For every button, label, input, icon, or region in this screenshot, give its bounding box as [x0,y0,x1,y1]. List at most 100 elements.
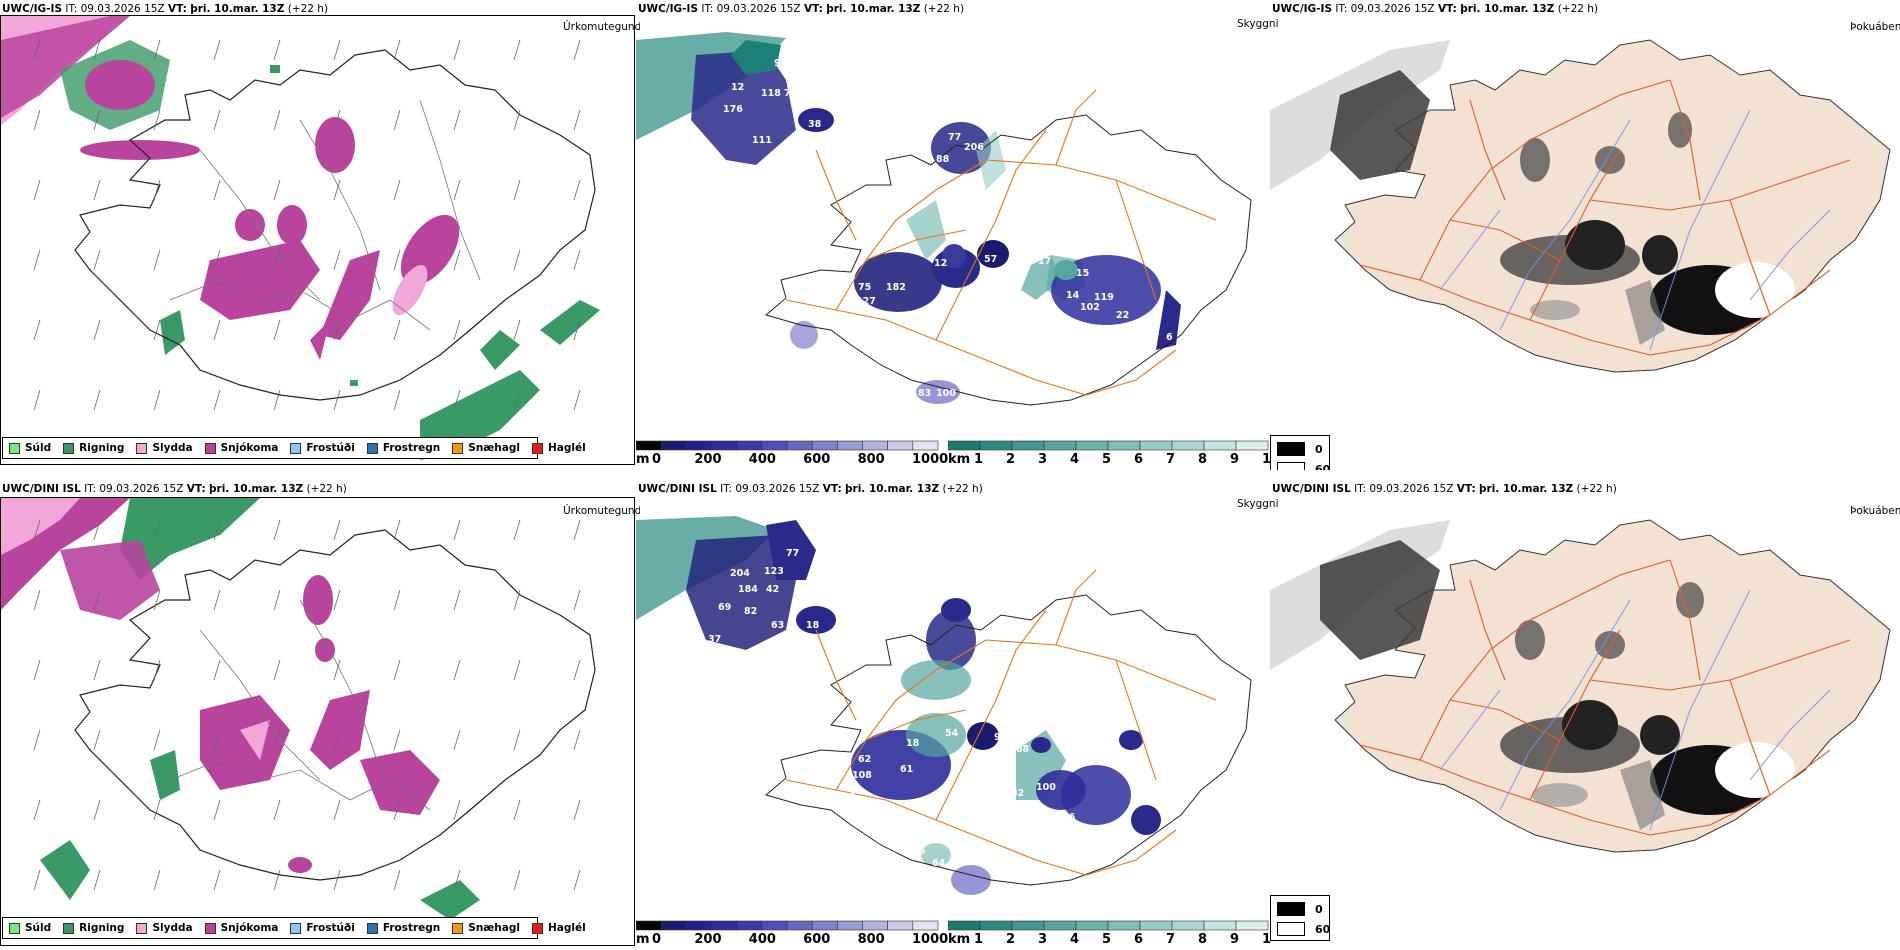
colorbar-segment [837,440,863,451]
legend-label: Snæhagl [468,442,520,454]
ceiling-tick: 600 [803,452,831,467]
ceiling-value: 98 [994,732,1008,743]
visibility-tick: 2 [1006,932,1016,947]
legend-item: Snjókoma [204,922,278,934]
ceiling-tick: 1000 [912,932,949,947]
visibility-tick: 1 [974,452,984,467]
fog-legend-light: 60 [1315,922,1331,936]
ceiling-value: 37 [708,634,721,645]
ceiling-value: 38 [808,119,822,130]
ceiling-value: 83 [918,388,931,399]
colorbar-segment [1043,920,1077,931]
visibility-tick: 5 [1102,932,1112,947]
legend-label: Rigning [79,442,125,454]
ceiling-value: 73 [828,310,841,321]
legend-item: Rigning [63,922,124,934]
ceiling-value: 82 [936,884,949,895]
legend-swatch [63,442,75,454]
colorbar-segment [948,920,981,931]
ceiling-value: 182 [886,282,906,293]
colorbar-segment [761,440,788,451]
panel-title: Þokuábendi [1850,505,1900,517]
fog-legend-dark: 0 [1315,902,1323,916]
visibility-tick: 5 [1102,452,1112,467]
visibility-tick: 8 [1198,932,1208,947]
visibility-tick: 6 [1134,452,1144,467]
legend-label: Frostregn [382,922,441,934]
visibility-tick: 7 [1166,932,1176,947]
ceiling-value: 15 [1076,268,1089,279]
legend-swatch [63,922,75,934]
ceiling-tick: 800 [857,932,885,947]
ceiling-value: 127 [856,296,876,307]
legend-item: Snjókoma [204,442,279,454]
visibility-unit: km [948,932,971,947]
ceiling-value: 84 [1124,754,1138,765]
ceiling-value: 42 [766,584,779,595]
ceiling-value: 95 [774,58,787,69]
ceiling-value: 88 [1016,744,1030,755]
ceiling-value: 184 [738,584,758,595]
legend-label: Haglél [547,922,586,934]
legend-item: Frostúði [290,442,355,454]
legend-item: Snæhagl [452,442,520,454]
fog-legend-light: 60 [1315,462,1331,471]
visibility-tick: 10 [1262,452,1272,467]
visibility-colorbar: km 1 2 3 4 5 6 7 8 9 10 [948,920,1272,950]
ceiling-value: 18 [806,620,820,631]
cloud-panel-row2: UWC/DINI ISL IT: 09.03.2026 15Z VT: þri.… [636,480,1272,950]
ceiling-value: 46 [1062,812,1076,823]
fog-light-swatch [1277,462,1305,470]
legend-swatch [452,922,464,934]
fog-panel-row2: UWC/DINI ISL IT: 09.03.2026 15Z VT: þri.… [1270,480,1900,950]
colorbar-segment [862,440,888,451]
ceiling-value: 206 [964,142,984,153]
colorbar-segment [1235,440,1269,451]
cloud-map: 77 204 123 184 42 69 82 63 44 18 37 54 9… [636,516,1252,895]
legend-swatch [290,922,302,934]
panel-header: UWC/IG-IS IT: 09.03.2026 15Z VT: þri. 10… [2,3,329,15]
fog-dark-swatch [1277,902,1305,916]
legend-item: Snæhagl [452,922,520,934]
visibility-tick: 8 [1198,452,1208,467]
visibility-unit: km [948,452,971,467]
ceiling-value: 118 [761,88,781,99]
ceiling-tick: 0 [652,452,662,467]
legend-item: Frostregn [366,922,441,934]
colorbar-segment [786,440,813,451]
colorbar-segment [811,920,838,931]
ceiling-colorbar: m 0 200 400 600 800 1000 [636,920,948,950]
ceiling-value: 54 [945,728,959,739]
legend-swatch [136,442,148,454]
colorbar-segment [862,920,888,931]
ceiling-value: 63 [771,620,784,631]
visibility-tick: 1 [974,932,984,947]
ceiling-tick: 400 [748,932,776,947]
colorbar-segment [636,440,662,451]
ceiling-value: 100 [1036,782,1056,793]
fog-legend: 0 60 [1270,435,1330,470]
legend-label: Frostregn [382,442,441,454]
fog-map [1270,519,1891,853]
visibility-tick: 4 [1070,452,1080,467]
visibility-tick: 3 [1038,452,1048,467]
legend-item: Slydda [136,442,193,454]
legend-item: Súld [9,442,51,454]
colorbar-segment [1043,440,1077,451]
colorbar-segment [912,920,939,931]
colorbar-segment [1203,920,1237,931]
legend-swatch [9,442,20,454]
legend-swatch [204,922,216,934]
legend-label: Frostúði [306,922,355,934]
visibility-tick: 7 [1166,452,1176,467]
visibility-tick: 9 [1230,932,1240,947]
legend-label: Snjókoma [220,442,279,454]
ceiling-value: 48 [706,242,720,253]
ceiling-value: 77 [948,132,961,143]
ceiling-value: 22 [1116,310,1129,321]
legend-label: Súld [25,442,52,454]
ceiling-value: 75 [858,282,871,293]
ceiling-value: 102 [1080,302,1100,313]
colorbar-segment [686,440,712,451]
ceiling-value: 17 [1038,256,1051,267]
